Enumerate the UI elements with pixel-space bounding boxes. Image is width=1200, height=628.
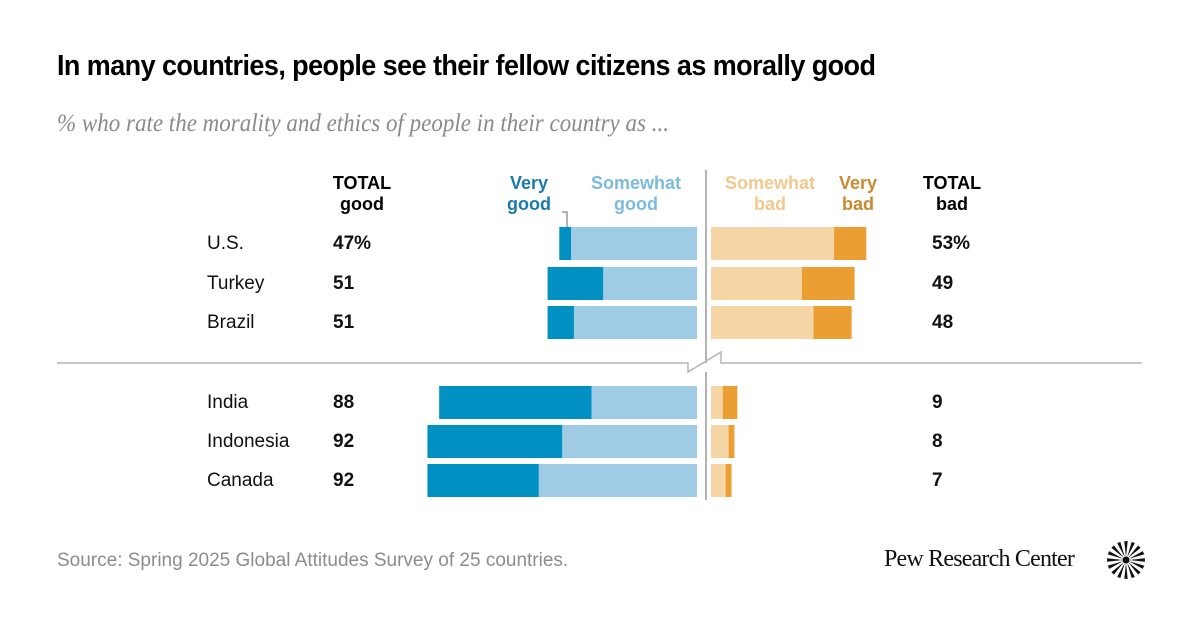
logo-ray [1127,562,1135,579]
total-bad-value: 49 [932,273,954,294]
header-very-good-line2: good [507,194,551,214]
country-label: India [207,392,249,413]
bar-very-good [547,267,604,300]
bar-somewhat-bad [711,227,835,260]
bar-somewhat-bad [711,386,723,419]
bar-very-good [547,306,574,339]
total-good-value: 92 [333,470,355,491]
bar-somewhat-bad [711,267,802,300]
logo-ray [1117,562,1125,579]
bar-somewhat-bad [711,425,729,458]
header-very-good-line1: Very [509,173,549,193]
very-good-leader-line [562,211,568,227]
total-bad-value: 53% [932,233,971,254]
header-somewhat-good-line1: Somewhat [590,173,682,193]
header-total-bad-line1: TOTAL [922,173,982,193]
header-somewhat-bad-line1: Somewhat [724,173,816,193]
total-good-value: 51 [333,273,355,294]
header-very-bad-line1: Very [838,173,878,193]
header-total-bad: TOTAL bad [912,173,992,215]
total-good-value: 47% [333,233,372,254]
country-label: Turkey [207,273,265,294]
header-total-good-line1: TOTAL [332,173,392,193]
pew-logo-icon [1107,541,1145,579]
total-bad-value: 7 [932,470,943,491]
bar-somewhat-good [538,464,697,497]
header-total-good-line2: good [340,194,384,214]
logo-ray [1107,558,1123,562]
bar-very-bad [801,267,855,300]
logo-ray [1129,558,1145,562]
header-somewhat-good-line2: good [614,194,658,214]
bar-somewhat-good [571,227,697,260]
bar-somewhat-good [573,306,697,339]
bar-somewhat-good [591,386,697,419]
country-label: U.S. [207,233,244,254]
total-good-value: 51 [333,312,355,333]
logo-ray [1111,545,1124,558]
bars-layer [427,227,867,497]
bar-very-bad [722,386,738,419]
logo-center [1122,556,1130,564]
logo-ray [1107,561,1124,569]
bar-very-bad [834,227,867,260]
header-total-good: TOTAL good [322,173,402,215]
total-bad-value: 48 [932,312,954,333]
bar-somewhat-good [562,425,697,458]
bar-very-good [559,227,572,260]
logo-ray [1128,561,1145,569]
country-label: Brazil [207,312,255,333]
chart-title: In many countries, people see their fell… [57,50,876,82]
country-label: Canada [207,470,274,491]
country-label: Indonesia [207,431,290,452]
logo-ray [1117,541,1125,558]
bar-very-good [427,464,539,497]
bar-very-good [427,425,563,458]
logo-ray [1124,541,1128,557]
pew-logo-text: Pew Research Center [884,546,1075,572]
bar-somewhat-bad [711,306,814,339]
total-good-value: 92 [333,431,355,452]
header-very-bad: Very bad [828,173,888,215]
header-total-bad-line2: bad [935,194,968,214]
logo-ray [1107,551,1124,559]
bar-very-good [439,386,592,419]
logo-ray [1124,563,1128,579]
section-break-line [57,350,1142,374]
header-very-bad-line2: bad [841,194,874,214]
total-good-value: 88 [333,392,355,413]
logo-ray [1127,541,1135,558]
logo-ray [1128,562,1141,575]
chart-subtitle: % who rate the morality and ethics of pe… [57,110,669,137]
header-somewhat-bad: Somewhat bad [712,173,828,215]
logo-ray [1128,545,1141,558]
bar-very-bad [725,464,732,497]
logo-ray [1111,562,1124,575]
bar-somewhat-good [603,267,697,300]
header-somewhat-good: Somewhat good [578,173,694,215]
total-bad-value: 8 [932,431,943,452]
total-bad-value: 9 [932,392,943,413]
source-note: Source: Spring 2025 Global Attitudes Sur… [57,550,569,571]
header-very-good: Very good [495,173,563,215]
header-somewhat-bad-line2: bad [753,194,786,214]
bar-very-bad [728,425,735,458]
bar-very-bad [813,306,852,339]
bar-somewhat-bad [711,464,726,497]
logo-ray [1128,551,1145,559]
